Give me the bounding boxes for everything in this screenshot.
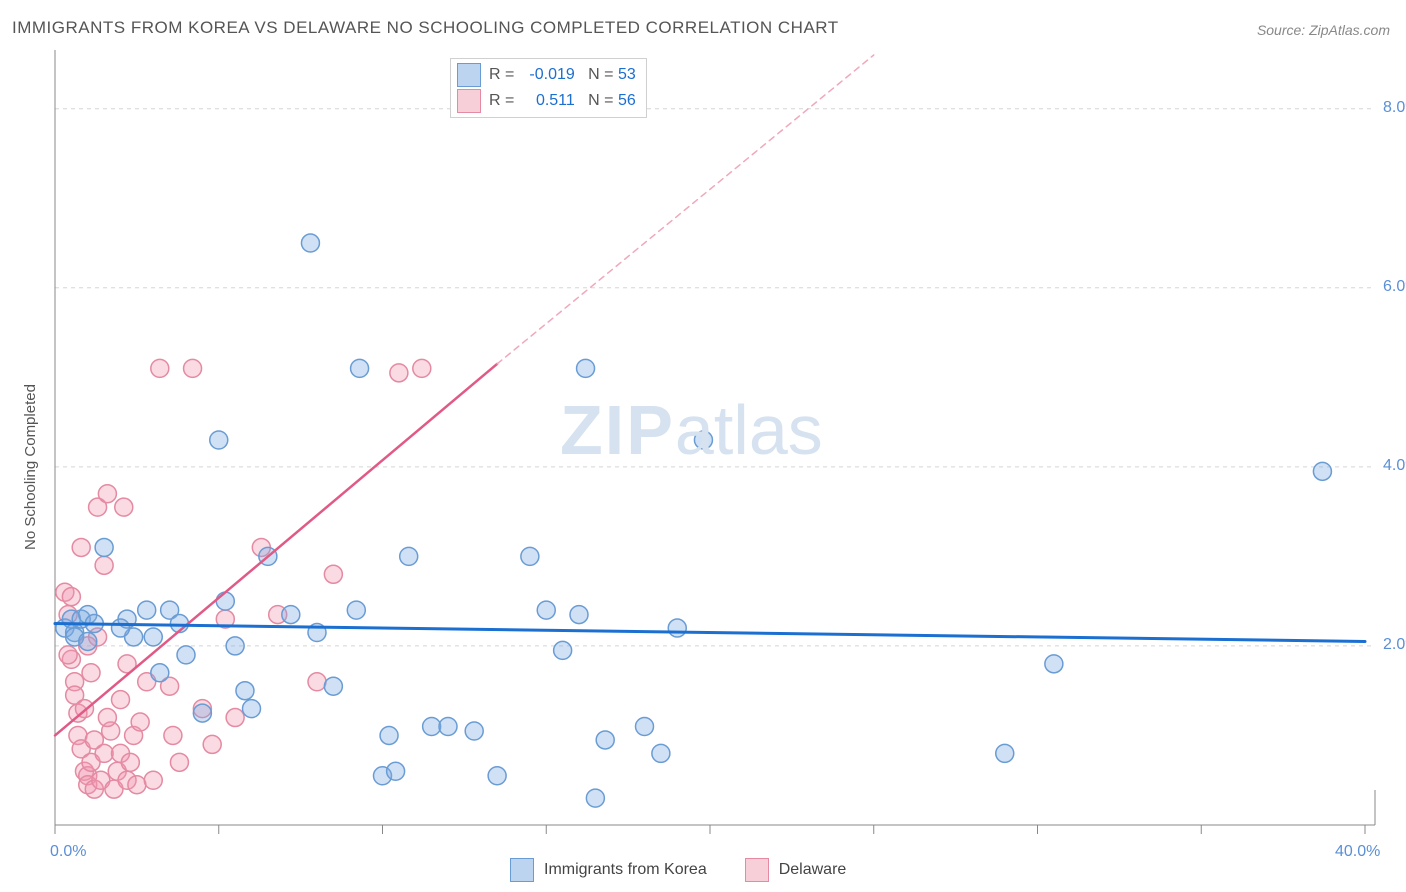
legend-series-label: Delaware <box>779 861 847 879</box>
correlation-legend: R = -0.019 N = 53 R = 0.511 N = 56 <box>450 58 647 118</box>
series-legend: Immigrants from Korea Delaware <box>510 858 874 882</box>
correlation-legend-row: R = 0.511 N = 56 <box>457 88 636 114</box>
legend-r-text: R = 0.511 N = 56 <box>489 92 636 110</box>
legend-swatch <box>510 858 534 882</box>
legend-swatch <box>457 63 481 87</box>
scatter-chart <box>0 0 1406 892</box>
y-tick-label: 6.0% <box>1383 278 1406 296</box>
y-tick-label: 2.0% <box>1383 636 1406 654</box>
y-tick-label: 8.0% <box>1383 99 1406 117</box>
correlation-legend-row: R = -0.019 N = 53 <box>457 62 636 88</box>
legend-swatch <box>457 89 481 113</box>
legend-series-label: Immigrants from Korea <box>544 861 707 879</box>
legend-r-text: R = -0.019 N = 53 <box>489 66 636 84</box>
y-tick-label: 4.0% <box>1383 457 1406 475</box>
x-tick-label: 0.0% <box>50 843 86 861</box>
legend-swatch <box>745 858 769 882</box>
x-tick-label: 40.0% <box>1335 843 1380 861</box>
